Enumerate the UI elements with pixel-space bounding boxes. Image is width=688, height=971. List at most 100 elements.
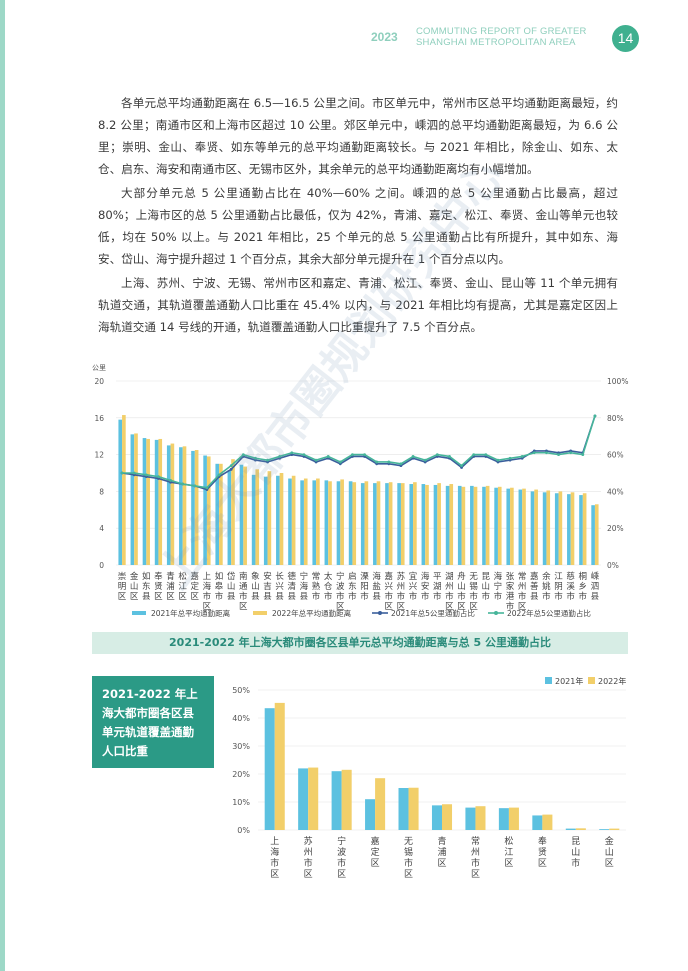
chart1-bar-2022 <box>461 486 466 565</box>
chart1-category-char: 山 <box>130 581 139 592</box>
chart1-category-char: 市 <box>554 591 563 602</box>
chart1-category-char: 昆 <box>482 572 491 582</box>
chart1-category-char: 市 <box>433 591 442 602</box>
chart1-category-char: 州 <box>445 582 454 592</box>
chart1-category-char: 区 <box>336 602 345 612</box>
chart1-category-char: 通 <box>239 581 248 592</box>
chart1-category-char: 市 <box>348 591 357 602</box>
chart2-bar-2021 <box>298 768 309 830</box>
chart1-category-char: 兴 <box>275 582 284 592</box>
chart1-bar-2021 <box>518 489 523 565</box>
chart1-category-char: 县 <box>530 592 539 602</box>
chart1-category-char: 南 <box>239 571 248 582</box>
chart1-point-2022 <box>484 453 488 456</box>
chart2-category-char: 市 <box>571 857 580 869</box>
chart1-point-2022 <box>314 458 318 462</box>
chart1-category-char: 吉 <box>263 582 272 592</box>
chart2-bar-2021 <box>532 815 543 830</box>
chart1-point-2022 <box>181 482 185 486</box>
chart1-category-char: 岱 <box>227 571 236 582</box>
chart1-category-char: 东 <box>142 581 151 592</box>
chart1-category-char: 市 <box>203 591 212 602</box>
chart1-bar-2021 <box>482 486 486 565</box>
chart2-category-char: 区 <box>504 858 513 869</box>
chart2-category-char: 松 <box>504 835 513 847</box>
chart2-category-char: 无 <box>404 836 413 847</box>
chart1-point-2022 <box>387 460 391 464</box>
chart1-bar-2021 <box>336 481 341 565</box>
chart1-category-char: 湖 <box>445 572 454 582</box>
chart2-category-char: 常 <box>471 835 480 847</box>
chart1-point-2022 <box>435 453 439 456</box>
chart1-category-char: 青 <box>166 571 175 582</box>
chart1-point-2022 <box>545 451 548 455</box>
chart1-category-char: 善 <box>530 581 539 592</box>
chart1-category-char: 兴 <box>385 582 394 592</box>
chart1-bar-2022 <box>122 415 126 565</box>
chart1-point-2022 <box>266 458 269 462</box>
chart1-bar-2022 <box>134 433 138 565</box>
chart2-bar-2022 <box>408 787 419 830</box>
chart1-category-char: 海 <box>494 571 503 582</box>
chart2-bar-2021 <box>331 771 342 830</box>
chart2-category-char: 奉 <box>538 835 547 847</box>
chart1-point-2022 <box>338 460 342 464</box>
chart1-bar-2022 <box>413 482 417 565</box>
chart1-category-char: 市 <box>336 591 345 602</box>
chart2-bar-2022 <box>375 778 386 830</box>
chart2-bar-2021 <box>431 805 442 830</box>
chart2-title-box: 2021-2022 年上海大都市圈各区县单元轨道覆盖通勤人口比重 <box>92 676 214 768</box>
chart1-point-2022 <box>217 473 221 477</box>
chart1-point-2022 <box>326 455 330 458</box>
chart2-category-char: 区 <box>337 869 346 880</box>
chart1-point-2022 <box>278 455 282 458</box>
chart1-bar-2021 <box>191 450 195 565</box>
page-header: 2023 COMMUTING REPORT OF GREATER SHANGHA… <box>0 0 688 70</box>
chart1-bar-2022 <box>243 466 247 565</box>
header-title-line1: COMMUTING REPORT OF GREATER <box>416 26 587 37</box>
chart1-category-char: 嘉 <box>530 571 539 582</box>
chart1-bar-2022 <box>485 485 490 565</box>
chart1-category-char: 市 <box>324 591 333 602</box>
chart2-category-char: 区 <box>404 869 413 880</box>
chart1-point-2022 <box>581 453 585 456</box>
chart2-bar-2022 <box>609 828 620 830</box>
chart1-category-char: 安 <box>263 571 272 582</box>
chart1-category-char: 家 <box>506 581 515 592</box>
chart1-category-char: 市 <box>506 601 515 612</box>
chart1-bar-2022 <box>437 483 441 565</box>
chart1-category-char: 市 <box>409 591 418 602</box>
chart2-y-tick: 30% <box>232 742 250 751</box>
chart1-legend-label: 2021年总平均通勤距离 <box>151 608 231 618</box>
chart1-y2-tick: 40% <box>607 487 624 496</box>
chart1-y-tick: 0 <box>99 561 104 570</box>
chart2-bar-2021 <box>465 807 476 830</box>
chart1-point-2022 <box>157 475 160 479</box>
chart1-bar-2022 <box>582 493 587 565</box>
chart2-category-char: 昆 <box>571 836 580 847</box>
chart1-bar-2021 <box>421 484 426 565</box>
chart1-category-char: 区 <box>154 592 163 602</box>
chart1-category-char: 苏 <box>397 571 406 582</box>
chart2-y-tick: 50% <box>232 686 250 695</box>
chart1-category-char: 宁 <box>300 571 309 582</box>
chart1-category-char: 平 <box>433 572 442 582</box>
chart1-category-char: 常 <box>312 571 321 582</box>
chart1-category-char: 如 <box>142 571 151 582</box>
chart1-bar-2021 <box>348 481 353 565</box>
chart1-bar-2022 <box>546 490 551 565</box>
chart1-bar-2022 <box>364 481 369 565</box>
chart1-legend-marker <box>494 611 498 615</box>
chart1-category-char: 市 <box>385 591 394 602</box>
chart1-category-char: 如 <box>215 571 224 582</box>
chart1-category-char: 泗 <box>591 582 600 592</box>
chart2-bar-2021 <box>398 788 409 830</box>
chart2-bar-2022 <box>542 814 553 830</box>
chart1-y2-tick: 80% <box>607 414 624 423</box>
chart1-bar-2022 <box>231 459 235 565</box>
chart1-point-2022 <box>169 478 172 482</box>
chart2-category-char: 山 <box>605 847 614 858</box>
chart1-category-char: 无 <box>469 572 478 582</box>
chart2-y-tick: 20% <box>232 770 250 779</box>
chart2-category-char: 区 <box>538 858 547 869</box>
